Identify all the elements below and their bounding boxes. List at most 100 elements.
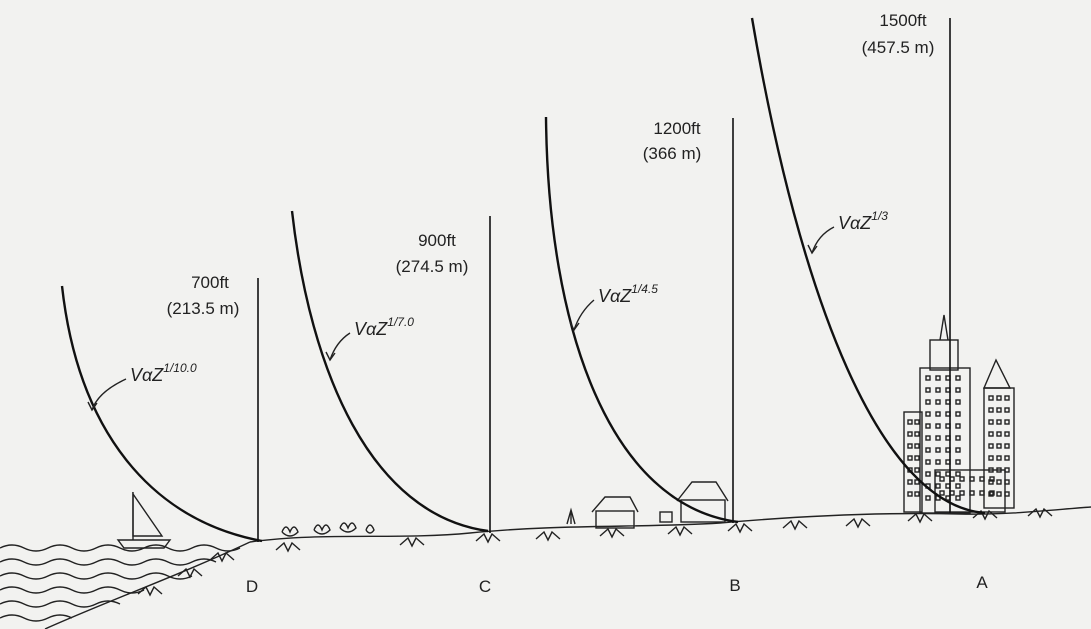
profile-A: 1500ft (457.5 m) VαZ1/3 A <box>750 11 988 592</box>
window <box>935 435 941 441</box>
window <box>988 407 994 413</box>
window <box>935 411 941 417</box>
power-law-base: VαZ <box>130 365 164 385</box>
window <box>988 491 994 497</box>
window <box>955 435 961 441</box>
window <box>955 399 961 405</box>
window <box>925 387 931 393</box>
window <box>907 455 913 461</box>
terrain-label-D: D <box>246 577 258 596</box>
sailboat-icon <box>116 491 172 549</box>
window <box>925 423 931 429</box>
root-tuft <box>907 512 933 524</box>
window <box>959 476 965 482</box>
window <box>955 387 961 393</box>
power-law-exponent: 1/4.5 <box>631 282 658 296</box>
window <box>996 419 1002 425</box>
window <box>1004 467 1010 473</box>
window <box>996 407 1002 413</box>
root-tuft <box>782 519 808 531</box>
window <box>914 455 920 461</box>
power-law-exponent: 1/7.0 <box>387 315 414 329</box>
window <box>907 419 913 425</box>
root-tuft <box>535 530 561 542</box>
window <box>1004 431 1010 437</box>
window <box>988 419 994 425</box>
velocity-profile-curve-A <box>750 17 986 515</box>
window <box>939 490 945 496</box>
window <box>914 479 920 485</box>
window <box>996 443 1002 449</box>
root-tuft <box>845 517 871 529</box>
window <box>988 479 994 485</box>
window <box>914 443 920 449</box>
arrowhead-B <box>569 321 580 332</box>
window <box>955 423 961 429</box>
height-m-label-A: (457.5 m) <box>862 38 935 57</box>
power-law-base: VαZ <box>354 319 388 339</box>
window <box>907 479 913 485</box>
root-tuft <box>137 585 163 597</box>
root-tuft <box>475 532 501 544</box>
power-law-label-A: VαZ1/3 <box>838 209 888 233</box>
profile-C: 900ft (274.5 m) VαZ1/7.0 C <box>290 210 491 596</box>
window <box>925 447 931 453</box>
root-tuft <box>177 567 203 579</box>
window <box>935 447 941 453</box>
window <box>914 431 920 437</box>
terrain-label-A: A <box>976 573 988 592</box>
root-tuft <box>599 527 625 539</box>
power-law-base: VαZ <box>598 286 632 306</box>
window <box>955 459 961 465</box>
ground-tufts <box>137 507 1053 597</box>
window <box>914 491 920 497</box>
window <box>969 490 975 496</box>
window <box>925 495 931 501</box>
window <box>988 443 994 449</box>
window <box>979 476 985 482</box>
window <box>969 476 975 482</box>
window <box>955 495 961 501</box>
window <box>1004 479 1010 485</box>
window <box>955 411 961 417</box>
root-tuft <box>667 525 693 537</box>
window <box>988 395 994 401</box>
leader-arrow-C <box>329 332 351 361</box>
height-ft-label-D: 700ft <box>191 273 229 292</box>
profile-D: 700ft (213.5 m) VαZ1/10.0 D <box>60 273 263 596</box>
window <box>914 419 920 425</box>
window <box>955 471 961 477</box>
window <box>935 483 941 489</box>
window <box>996 455 1002 461</box>
window <box>989 476 995 482</box>
height-ft-label-C: 900ft <box>418 231 456 250</box>
arrowhead-A <box>807 244 818 255</box>
power-law-exponent: 1/3 <box>871 209 888 223</box>
leader-arrow-B <box>573 299 595 331</box>
window <box>955 483 961 489</box>
profile-B: 1200ft (366 m) VαZ1/4.5 B <box>544 116 741 595</box>
window <box>988 431 994 437</box>
height-ft-label-A: 1500ft <box>879 11 927 30</box>
window <box>1004 407 1010 413</box>
height-m-label-B: (366 m) <box>643 144 702 163</box>
power-law-label-C: VαZ1/7.0 <box>354 315 414 339</box>
velocity-profile-curve-C <box>290 210 489 533</box>
window <box>996 431 1002 437</box>
window <box>925 435 931 441</box>
power-law-exponent: 1/10.0 <box>163 361 197 375</box>
window <box>935 459 941 465</box>
window <box>907 443 913 449</box>
window <box>996 479 1002 485</box>
window <box>914 467 920 473</box>
leader-arrow-A <box>811 226 835 254</box>
window <box>955 375 961 381</box>
shrub-icon <box>281 522 375 537</box>
window <box>988 467 994 473</box>
root-tuft <box>275 541 301 553</box>
building-icon <box>903 314 1015 514</box>
arrowhead-D <box>87 401 98 412</box>
